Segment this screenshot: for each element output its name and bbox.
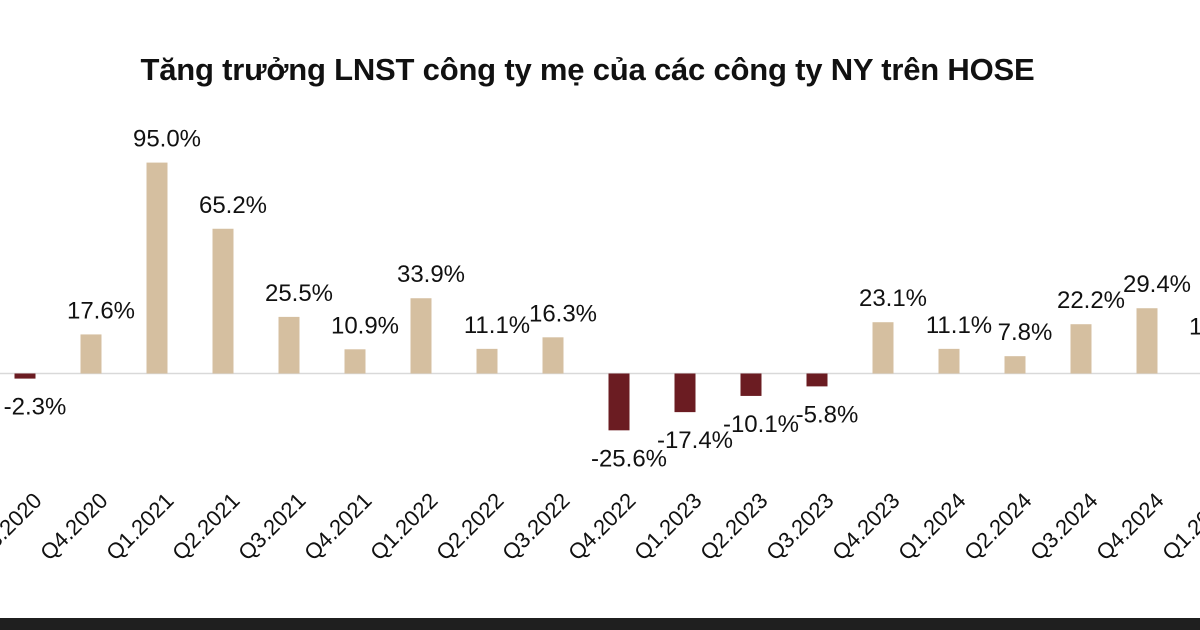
data-label-q4-2022: -25.6% [591,445,667,472]
data-label-q1-2022: 33.9% [397,261,465,288]
bottom-bar [0,618,1200,630]
x-tick-label-q1-2023: Q1.2023 [629,488,706,565]
data-label-q4-2021: 10.9% [331,312,399,339]
x-tick-labels-group: Q3.2020Q4.2020Q1.2021Q2.2021Q3.2021Q4.20… [0,488,1200,565]
data-label-q3-2023: -5.8% [796,401,859,428]
chart-title: Tăng trưởng LNST công ty mẹ của các công… [140,52,1035,87]
data-label-q2-2021: 65.2% [199,192,267,219]
data-label-q2-2024: 7.8% [998,319,1053,346]
bar-q1-2021 [146,162,168,374]
bars-group [14,162,1158,431]
bar-q3-2022 [542,337,564,374]
bar-q1-2023 [674,373,696,413]
x-tick-label-q3-2020: Q3.2020 [0,488,47,565]
bar-q1-2024 [938,348,960,374]
x-tick-label-q4-2021: Q4.2021 [299,488,376,565]
x-tick-label-q4-2022: Q4.2022 [563,488,640,565]
bar-q1-2022 [410,298,432,374]
bar-q2-2022 [476,348,498,374]
data-label-q3-2024: 22.2% [1057,287,1125,314]
x-tick-label-q3-2023: Q3.2023 [761,488,838,565]
data-label-q2-2022: 11.1% [464,312,530,339]
bar-q4-2024 [1136,308,1158,374]
bar-q2-2021 [212,228,234,374]
x-tick-label-q2-2022: Q2.2022 [431,488,508,565]
data-label-q4-2023: 23.1% [859,285,927,312]
x-tick-label-q1-2022: Q1.2022 [365,488,442,565]
bar-q3-2021 [278,316,300,374]
x-tick-label-q2-2024: Q2.2024 [959,488,1036,565]
data-label-q3-2020: -2.3% [4,394,67,421]
data-label-q2-2023: -10.1% [723,411,799,438]
x-tick-label-q3-2022: Q3.2022 [497,488,574,565]
bar-q2-2023 [740,373,762,396]
bar-q4-2021 [344,349,366,374]
data-labels-group: -2.3% 17.6% 95.0% 65.2% 25.5% 10.9% 33.9% 11.1%… [4,126,1200,473]
x-tick-label-q1-2025: Q1.2025 [1157,488,1200,565]
bar-q2-2024 [1004,356,1026,374]
bar-q4-2022 [608,373,630,431]
bar-q4-2020 [80,334,102,374]
data-label-q1-2021: 95.0% [133,126,201,153]
x-tick-label-q4-2020: Q4.2020 [35,488,112,565]
data-label-q1-2025: 10.3% [1189,314,1200,341]
x-tick-label-q3-2024: Q3.2024 [1025,488,1102,565]
data-label-q4-2024: 29.4% [1123,271,1191,298]
data-label-q3-2022: 16.3% [529,300,597,327]
bar-q3-2023 [806,373,828,387]
data-label-q1-2023: -17.4% [657,427,733,454]
bar-q4-2023 [872,322,894,374]
x-tick-label-q1-2021: Q1.2021 [101,488,178,565]
x-tick-label-q4-2023: Q4.2023 [827,488,904,565]
x-tick-label-q2-2021: Q2.2021 [167,488,244,565]
data-label-q3-2021: 25.5% [265,280,333,307]
bar-q3-2024 [1070,324,1092,374]
x-tick-label-q2-2023: Q2.2023 [695,488,772,565]
bar-q3-2020 [14,373,36,379]
x-tick-label-q3-2021: Q3.2021 [233,488,310,565]
x-tick-label-q4-2024: Q4.2024 [1091,488,1168,565]
x-tick-label-q1-2024: Q1.2024 [893,488,970,565]
data-label-q4-2020: 17.6% [67,297,135,324]
data-label-q1-2024: 11.1% [926,312,992,339]
